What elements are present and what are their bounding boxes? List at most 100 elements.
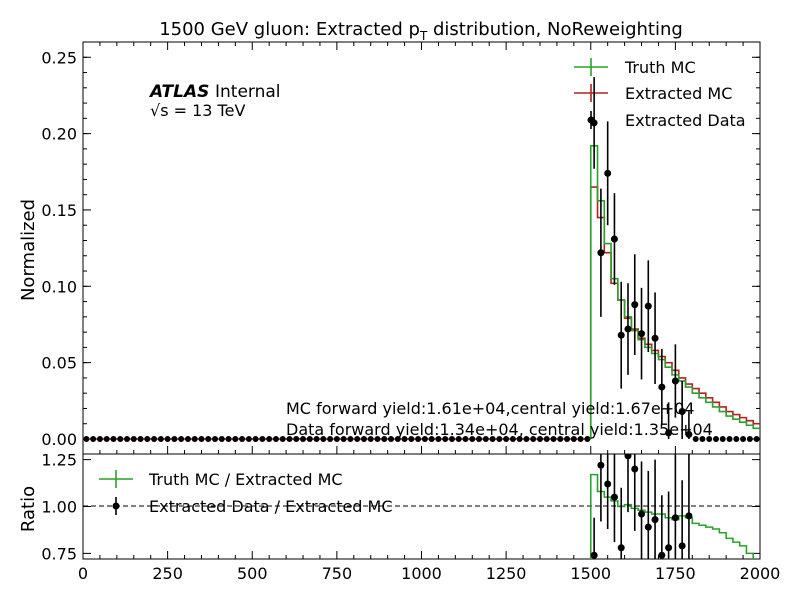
ratio-plot-area bbox=[589, 454, 755, 559]
data-point-zero bbox=[272, 436, 279, 442]
data-point bbox=[638, 330, 646, 338]
data-point-zero bbox=[381, 436, 388, 442]
legend-truth-label: Truth MC bbox=[624, 58, 696, 77]
data-point-zero bbox=[164, 436, 171, 442]
data-point-zero bbox=[266, 436, 273, 442]
data-point bbox=[706, 436, 713, 442]
data-point-zero bbox=[300, 436, 307, 442]
data-point bbox=[604, 169, 612, 177]
data-yield-annotation: Data forward yield:1.34e+04, central yie… bbox=[286, 420, 713, 439]
data-point-zero bbox=[130, 436, 137, 442]
data-point bbox=[631, 301, 639, 309]
x-tick-label: 250 bbox=[152, 564, 183, 583]
ratio-data-point bbox=[651, 516, 659, 524]
truth-mc-histogram bbox=[589, 145, 760, 439]
x-tick-label: 1000 bbox=[401, 564, 442, 583]
ratio-y-tick-label: 1.25 bbox=[41, 451, 77, 470]
ratio-data-point bbox=[685, 512, 693, 520]
x-tick-label: 750 bbox=[322, 564, 353, 583]
data-point-zero bbox=[584, 436, 591, 442]
data-point bbox=[624, 325, 632, 333]
ratio-data-point bbox=[597, 461, 605, 469]
ratio-ticks: 0 250 500 750 1000 1250 1500 1750 2000 0.75 1.00 1.… bbox=[41, 451, 780, 583]
data-point-zero bbox=[90, 436, 97, 442]
x-tick-label: 500 bbox=[237, 564, 268, 583]
data-point-zero bbox=[442, 436, 449, 442]
data-point-zero bbox=[435, 436, 442, 442]
data-point-zero bbox=[103, 436, 110, 442]
data-point-zero bbox=[543, 436, 550, 442]
data-point-zero bbox=[462, 436, 469, 442]
y-tick-label: 0.25 bbox=[41, 48, 77, 67]
data-point-zero bbox=[313, 436, 320, 442]
data-point-zero bbox=[469, 436, 476, 442]
y-tick-label: 0.00 bbox=[41, 430, 77, 449]
mc-yield-annotation: MC forward yield:1.61e+04,central yield:… bbox=[286, 399, 695, 418]
data-point-zero bbox=[360, 436, 367, 442]
data-point-zero bbox=[394, 436, 401, 442]
ratio-data-point bbox=[590, 551, 598, 559]
ratio-content bbox=[589, 454, 755, 559]
x-tick-label: 0 bbox=[78, 564, 88, 583]
atlas-label: ATLAS bbox=[148, 82, 209, 102]
data-point-zero bbox=[340, 436, 347, 442]
ratio-y-tick-label: 0.75 bbox=[41, 544, 77, 563]
data-point bbox=[644, 302, 652, 310]
data-point-zero bbox=[536, 436, 543, 442]
ratio-data-point bbox=[644, 523, 652, 531]
y-tick-label: 0.05 bbox=[41, 354, 77, 373]
data-point-zero bbox=[374, 436, 381, 442]
ratio-data-point bbox=[665, 544, 673, 552]
data-point-zero bbox=[428, 436, 435, 442]
data-point bbox=[678, 408, 686, 416]
ratio-data-point bbox=[658, 551, 666, 559]
data-point bbox=[597, 249, 605, 257]
data-point-zero bbox=[476, 436, 483, 442]
data-point-zero bbox=[347, 436, 354, 442]
ratio-data-point bbox=[678, 542, 686, 550]
data-point-zero bbox=[110, 436, 117, 442]
data-point-zero bbox=[530, 436, 537, 442]
x-tick-label: 1750 bbox=[655, 564, 696, 583]
data-point bbox=[712, 436, 719, 442]
y-tick-label: 0.20 bbox=[41, 125, 77, 144]
data-point-zero bbox=[557, 436, 564, 442]
x-tick-label: 1500 bbox=[570, 564, 611, 583]
data-point-zero bbox=[117, 436, 124, 442]
data-point-zero bbox=[144, 436, 151, 442]
atlas-internal-label: Internal bbox=[215, 82, 281, 102]
data-point-zero bbox=[245, 436, 252, 442]
data-point-zero bbox=[306, 436, 313, 442]
data-point bbox=[699, 436, 706, 442]
legend-data-label: Extracted Data bbox=[625, 111, 746, 130]
x-tick-label: 1250 bbox=[486, 564, 527, 583]
data-point bbox=[651, 334, 659, 342]
data-point-zero bbox=[239, 436, 246, 442]
ratio-data-point bbox=[638, 510, 646, 518]
data-point-zero bbox=[198, 436, 205, 442]
data-point-zero bbox=[225, 436, 232, 442]
data-point-zero bbox=[367, 436, 374, 442]
data-point-zero bbox=[401, 436, 408, 442]
ratio-data-point bbox=[604, 480, 612, 488]
data-point-zero bbox=[157, 436, 164, 442]
y-tick-label: 0.10 bbox=[41, 277, 77, 296]
data-point bbox=[658, 383, 666, 391]
data-point-zero bbox=[408, 436, 415, 442]
data-point-zero bbox=[354, 436, 361, 442]
data-point-zero bbox=[415, 436, 422, 442]
data-point-zero bbox=[151, 436, 158, 442]
data-point-zero bbox=[218, 436, 225, 442]
data-point bbox=[740, 436, 747, 442]
data-point-zero bbox=[259, 436, 266, 442]
data-point-zero bbox=[191, 436, 198, 442]
data-point bbox=[671, 377, 679, 385]
chart-title: 1500 GeV gluon: Extracted pT distributio… bbox=[159, 19, 683, 43]
data-point bbox=[719, 436, 726, 442]
y-tick-label: 0.15 bbox=[41, 201, 77, 220]
data-point-zero bbox=[516, 436, 523, 442]
data-point-zero bbox=[205, 436, 212, 442]
energy-label: √s = 13 TeV bbox=[150, 101, 245, 120]
data-point bbox=[685, 430, 693, 438]
